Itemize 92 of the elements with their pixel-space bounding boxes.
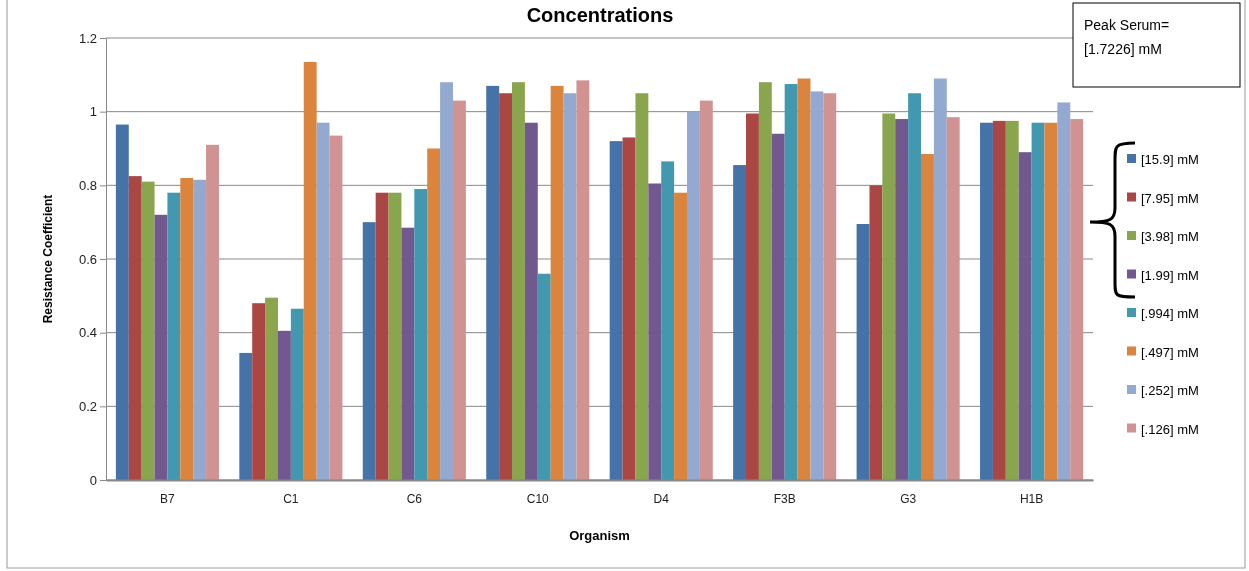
bar [1031,122,1045,480]
legend-label: [.497] mM [1141,344,1199,360]
bar [362,222,376,480]
y-tick-label: 0.8 [78,177,97,193]
bar [733,165,747,480]
y-tick-label: 0.6 [78,251,97,267]
bar [537,273,551,480]
x-tick-label: C10 [526,491,550,506]
x-tick-label: H1B [1019,491,1044,506]
bar [823,93,837,480]
bar [797,78,811,480]
bar [427,148,441,480]
y-tick-label: 0.2 [78,398,97,414]
y-axis-title: Resistance Coefficient [41,194,55,324]
bar [303,61,317,480]
bar [856,224,870,480]
note-box: Peak Serum= [1.7226] mM [1072,2,1241,88]
bar [524,122,538,480]
x-tick-label: C1 [283,491,299,506]
bar [1044,122,1058,480]
bar [661,161,675,480]
bar [499,93,512,480]
bar [699,100,713,480]
x-tick-label: D4 [653,491,670,506]
legend-label: [3.98] mM [1141,229,1199,244]
bar [440,82,453,480]
bar [115,124,129,480]
x-axis-title: Organism [569,528,630,543]
x-tick-label: F3B [773,491,796,506]
bar [771,133,785,480]
bar [452,100,466,480]
bar [576,80,590,480]
bar [980,122,993,480]
bar [414,189,428,480]
bar [810,91,824,480]
y-tick-label: 1.2 [78,30,97,46]
x-tick-label: C6 [406,491,423,506]
legend-label: [1.99] mM [1141,267,1199,283]
bar [277,330,291,480]
bar [869,185,883,480]
bar [1070,119,1084,480]
bar [154,214,168,480]
bar [674,192,687,480]
bar [635,93,649,480]
bar [252,303,266,480]
legend-label: [.252] mM [1141,383,1199,398]
legend-label: [.994] mM [1141,306,1199,321]
bar [193,179,207,480]
bar [401,227,415,480]
bar [512,82,525,480]
bar [329,135,343,480]
bar [882,113,896,480]
bar [921,154,934,480]
chart-title: Concentrations [526,4,674,26]
bar [946,117,960,480]
bar [1005,120,1019,480]
bar [622,137,636,480]
bar [1018,152,1032,480]
bar [167,192,181,480]
y-tick-label: 0.4 [78,325,97,341]
legend-label: [7.95] mM [1141,190,1199,206]
bar [895,119,909,480]
x-tick-label: B7 [160,491,176,506]
bar [265,297,278,480]
bar [1057,102,1071,480]
bar [486,85,500,480]
legend-label: [.126] mM [1141,421,1199,437]
bar [290,308,304,480]
annotation: Peak Serum= [1.7226] mM [1084,17,1170,57]
bar [933,78,947,480]
bar [992,120,1006,480]
bar [609,141,623,480]
bar [550,85,564,480]
y-tick-label: 0 [89,472,97,488]
bar [180,177,194,480]
bar [239,352,253,480]
bar [687,111,700,480]
bar [141,181,155,480]
bar [784,84,798,480]
bar [746,113,759,480]
bar [648,183,662,480]
bar [316,122,330,480]
y-tick-label: 1 [89,104,97,120]
bar [563,93,577,480]
bar [128,176,142,480]
x-tick-label: G3 [900,491,917,506]
bar [375,192,389,480]
bar [908,93,922,480]
bar [388,192,402,480]
bar [758,82,772,480]
legend-label: [15.9] mM [1141,152,1199,167]
bar [206,144,219,480]
